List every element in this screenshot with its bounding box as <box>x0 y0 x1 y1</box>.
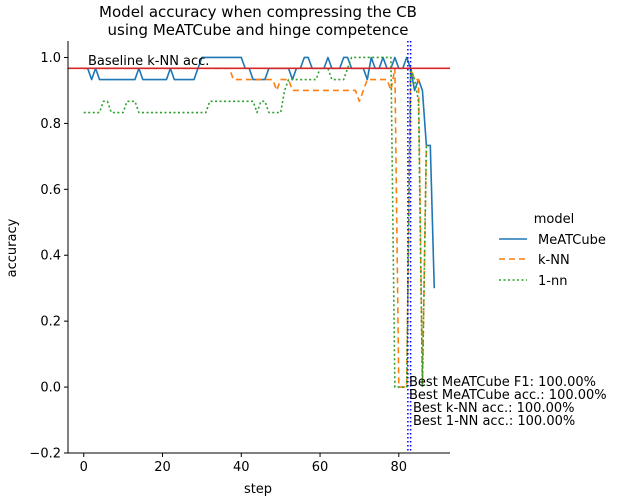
baseline-label: Baseline k-NN acc. <box>88 54 209 69</box>
legend-label-1nn: 1-nn <box>538 274 567 289</box>
x-tick-label: 20 <box>154 460 171 475</box>
y-tick-label: −0.2 <box>29 447 61 462</box>
x-tick-label: 0 <box>80 460 88 475</box>
x-tick-label: 80 <box>391 460 408 475</box>
series-line-1-nn <box>83 56 428 388</box>
y-tick-label: 0.8 <box>40 117 61 132</box>
chart-title: Model accuracy when compressing the CB u… <box>99 3 417 39</box>
annotation-best-meatcube-f1: Best MeATCube F1: 100.00% <box>409 375 596 390</box>
legend-label-knn: k-NN <box>538 253 570 268</box>
x-tick-label: 60 <box>312 460 329 475</box>
legend-title: model <box>534 212 574 227</box>
annotation-best-meatcube-acc: Best MeATCube acc.: 100.00% <box>409 388 607 403</box>
annotation-best-knn-acc: Best k-NN acc.: 100.00% <box>413 401 574 416</box>
x-axis-title: step <box>244 482 272 497</box>
series-line-meatcube <box>83 56 436 289</box>
legend-label-meatcube: MeATCube <box>538 233 606 248</box>
y-tick-label: 0.0 <box>40 381 61 396</box>
chart-title-line-1: Model accuracy when compressing the CB <box>99 3 417 21</box>
reference-lines <box>68 41 450 453</box>
chart-title-line-2: using MeATCube and hinge competence <box>108 21 409 39</box>
series-lines <box>83 56 436 388</box>
y-tick-label: 1.0 <box>40 51 61 66</box>
x-tick-label: 40 <box>233 460 250 475</box>
legend: model MeATCube k-NN 1-nn <box>499 212 606 289</box>
annotation-best-1nn-acc: Best 1-NN acc.: 100.00% <box>413 414 575 429</box>
y-tick-label: 0.2 <box>40 315 61 330</box>
series-line-k-nn <box>83 67 428 388</box>
y-axis-title: accuracy <box>5 218 20 277</box>
y-tick-label: 0.4 <box>40 249 61 264</box>
axes: 0 20 40 60 80 −0.2 0.0 0.2 0.4 0.6 0.8 1.0 <box>29 41 450 475</box>
y-tick-label: 0.6 <box>40 183 61 198</box>
best-score-annotations: Best MeATCube F1: 100.00% Best MeATCube … <box>409 375 607 429</box>
